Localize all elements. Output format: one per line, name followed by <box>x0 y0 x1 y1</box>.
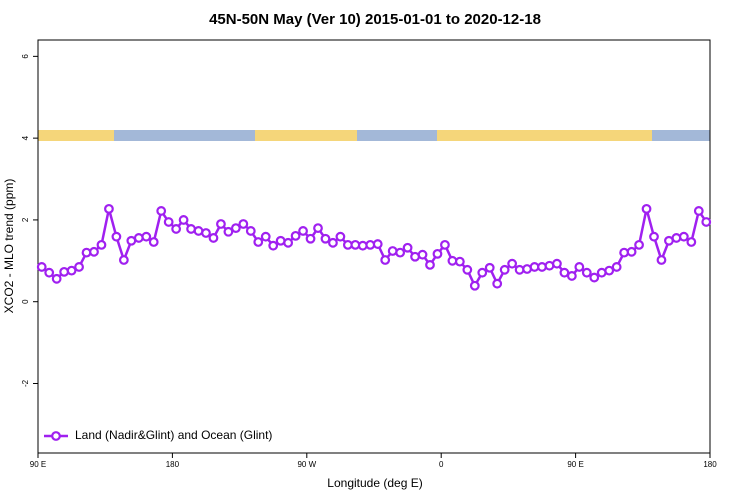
data-point <box>118 255 129 265</box>
data-point <box>260 231 271 242</box>
data-point <box>589 272 600 283</box>
data-point <box>432 248 443 259</box>
data-point <box>440 239 450 250</box>
data-point <box>283 237 294 248</box>
y-tick-label: -2 <box>21 379 30 387</box>
y-axis-label: XCO2 - MLO trend (ppm) <box>2 179 16 314</box>
data-point <box>96 239 107 250</box>
data-point <box>678 231 689 242</box>
data-point <box>701 217 712 227</box>
data-point <box>268 240 279 251</box>
y-tick-label: 6 <box>21 54 30 59</box>
data-point <box>328 237 338 248</box>
x-tick-label: 180 <box>166 460 180 469</box>
chart-title: 45N-50N May (Ver 10) 2015-01-01 to 2020-… <box>209 11 541 28</box>
data-point <box>581 267 592 278</box>
data-point <box>320 233 331 244</box>
data-point <box>216 219 226 229</box>
data-point <box>671 233 682 243</box>
data-point <box>372 239 383 249</box>
x-axis-label: Longitude (deg E) <box>327 476 422 490</box>
data-point <box>223 226 234 237</box>
data-point <box>402 242 413 253</box>
data-point <box>44 267 55 278</box>
x-tick-label: 90 E <box>30 460 46 469</box>
data-point <box>462 264 473 275</box>
data-point <box>201 228 211 238</box>
data-point <box>552 258 562 269</box>
data-point <box>245 226 256 236</box>
data-point <box>298 226 308 236</box>
data-point <box>574 262 585 272</box>
data-point <box>230 223 241 233</box>
data-point <box>253 237 264 247</box>
data-point <box>171 224 182 234</box>
data-point <box>634 239 644 250</box>
x-tick-label: 0 <box>439 460 444 469</box>
land-ocean-band <box>38 130 710 141</box>
data-point <box>163 217 174 227</box>
y-tick-label: 0 <box>21 299 30 304</box>
data-point <box>604 265 615 276</box>
data-point <box>656 255 667 265</box>
data-point <box>89 246 99 257</box>
data-point <box>626 246 637 257</box>
data-point <box>305 233 316 244</box>
data-point <box>313 223 323 233</box>
data-point <box>111 231 122 242</box>
data-point <box>686 237 697 247</box>
x-tick-label: 180 <box>703 460 717 469</box>
data-point <box>395 247 406 258</box>
data-point <box>133 233 144 243</box>
data-point <box>507 258 518 269</box>
data-point <box>417 249 428 260</box>
data-point <box>387 246 398 256</box>
data-point <box>425 260 435 270</box>
legend-marker <box>51 431 61 441</box>
data-point <box>537 262 547 272</box>
data-point <box>51 273 62 284</box>
y-tick-label: 4 <box>21 135 30 140</box>
data-point <box>566 271 577 281</box>
plot-frame <box>37 39 711 454</box>
x-tick-label: 90 E <box>567 460 583 469</box>
data-point <box>492 278 503 289</box>
legend-label: Land (Nadir&Glint) and Ocean (Glint) <box>75 428 272 442</box>
data-point <box>499 264 510 275</box>
data-point <box>454 256 465 267</box>
data-point <box>36 262 47 272</box>
data-point <box>649 231 659 242</box>
data-point <box>74 262 84 272</box>
data-point <box>208 233 219 243</box>
data-point <box>178 215 189 225</box>
data-point <box>335 231 346 242</box>
y-tick-label: 2 <box>21 217 30 222</box>
data-point <box>484 262 495 273</box>
data-point <box>290 230 301 241</box>
data-point <box>477 267 488 278</box>
data-point <box>141 231 152 242</box>
x-tick-label: 90 W <box>297 460 316 469</box>
data-point <box>238 219 249 229</box>
data-point <box>559 267 570 278</box>
data-point <box>469 280 480 291</box>
data-point <box>66 265 77 276</box>
data-point <box>611 262 622 272</box>
data-point <box>59 266 70 277</box>
data-point <box>156 206 167 216</box>
data-point <box>693 206 704 216</box>
data-point <box>104 203 114 214</box>
data-point <box>641 203 652 214</box>
data-point <box>148 237 159 247</box>
data-point <box>380 255 391 265</box>
